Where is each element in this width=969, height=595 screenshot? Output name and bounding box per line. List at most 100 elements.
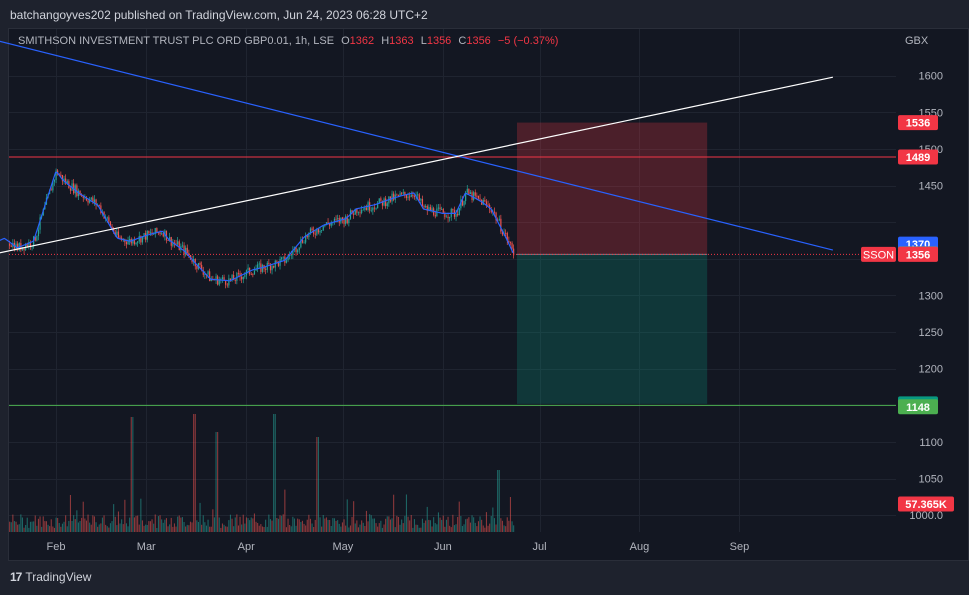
volume-bar: [257, 523, 259, 532]
y-axis-label: 1450: [919, 181, 943, 193]
candle: [300, 239, 302, 248]
candle: [226, 284, 228, 286]
volume-bar: [421, 518, 423, 532]
volume-bar: [313, 527, 315, 532]
candle: [473, 192, 475, 200]
y-axis-label: 1000.0: [909, 510, 943, 522]
volume-bar: [57, 518, 59, 532]
volume-bar: [276, 518, 278, 532]
price-tag: [898, 246, 938, 262]
candle: [383, 198, 385, 206]
candle: [500, 218, 502, 232]
candle: [469, 192, 472, 194]
candle: [490, 209, 492, 213]
candle: [413, 196, 416, 197]
volume-bar: [121, 519, 123, 532]
volume-bar: [252, 518, 254, 532]
volume-bar: [266, 526, 268, 532]
candle: [437, 207, 440, 209]
volume-bar: [429, 520, 431, 532]
candle: [449, 216, 451, 219]
currency-label[interactable]: GBX: [905, 35, 929, 47]
volume-bar: [193, 414, 195, 532]
candle: [434, 214, 436, 217]
candle: [301, 239, 304, 243]
volume-bar: [37, 518, 39, 532]
candle: [354, 208, 356, 215]
candle: [431, 208, 433, 212]
volume-bar: [388, 516, 390, 532]
volume-bar: [285, 527, 287, 532]
volume-bar: [481, 519, 483, 532]
volume-bar: [260, 524, 262, 532]
tradingview-logo[interactable]: 17 TradingView: [10, 570, 91, 584]
candle: [285, 260, 288, 263]
volume-bar: [490, 516, 492, 532]
volume-bar: [431, 526, 433, 532]
candle: [202, 270, 204, 275]
volume-bar: [461, 526, 463, 532]
volume-bar: [316, 437, 318, 532]
candle: [124, 239, 126, 243]
volume-bar: [346, 499, 348, 532]
volume-bar: [305, 525, 307, 532]
candle: [463, 201, 465, 206]
candle: [252, 274, 254, 275]
volume-bar: [103, 515, 105, 532]
candle: [69, 188, 72, 191]
candle: [319, 230, 321, 233]
volume-bar: [500, 518, 502, 532]
volume-bar: [186, 524, 188, 532]
candle: [506, 233, 508, 241]
volume-bar: [487, 525, 489, 532]
candle: [370, 210, 372, 212]
volume-bar: [281, 515, 283, 532]
volume-bar: [53, 527, 55, 532]
close-value: 1356: [466, 35, 491, 47]
volume-bar: [84, 518, 86, 532]
volume-bar: [71, 521, 73, 532]
candle: [357, 212, 360, 214]
candle: [513, 248, 515, 256]
volume-bar: [365, 510, 367, 532]
candle: [239, 273, 241, 277]
candle: [311, 228, 313, 231]
candle: [4, 234, 5, 237]
candle: [493, 211, 496, 213]
candle: [92, 197, 94, 203]
volume-bar: [277, 518, 279, 532]
volume-bar: [114, 516, 116, 532]
candle: [461, 199, 464, 206]
volume-bar: [361, 520, 363, 532]
volume-bar: [212, 509, 214, 532]
volume-bar: [241, 524, 243, 532]
candle: [353, 213, 355, 215]
candle: [74, 185, 76, 194]
volume-bar: [169, 524, 171, 532]
candle: [417, 194, 419, 196]
candle: [89, 199, 91, 203]
candle: [476, 195, 478, 197]
volume-bar: [335, 520, 337, 532]
candle: [484, 200, 486, 202]
candle: [223, 277, 225, 281]
volume-bar: [485, 512, 487, 532]
volume-bar: [393, 494, 395, 532]
candle: [341, 217, 344, 220]
chart-panel[interactable]: [8, 28, 969, 561]
candle: [169, 237, 171, 241]
volume-bar: [372, 518, 374, 532]
candle: [65, 178, 67, 184]
footer-bar: [0, 561, 969, 595]
volume-bar: [178, 515, 180, 532]
close-label: C: [458, 35, 467, 47]
candle: [84, 197, 86, 199]
volume-bar: [177, 516, 179, 532]
candle: [237, 273, 240, 275]
volume-bar: [47, 524, 49, 532]
volume-bar: [129, 517, 131, 532]
tradingview-brand: TradingView: [25, 570, 92, 584]
volume-bar: [151, 519, 153, 532]
volume-bar: [458, 501, 460, 532]
